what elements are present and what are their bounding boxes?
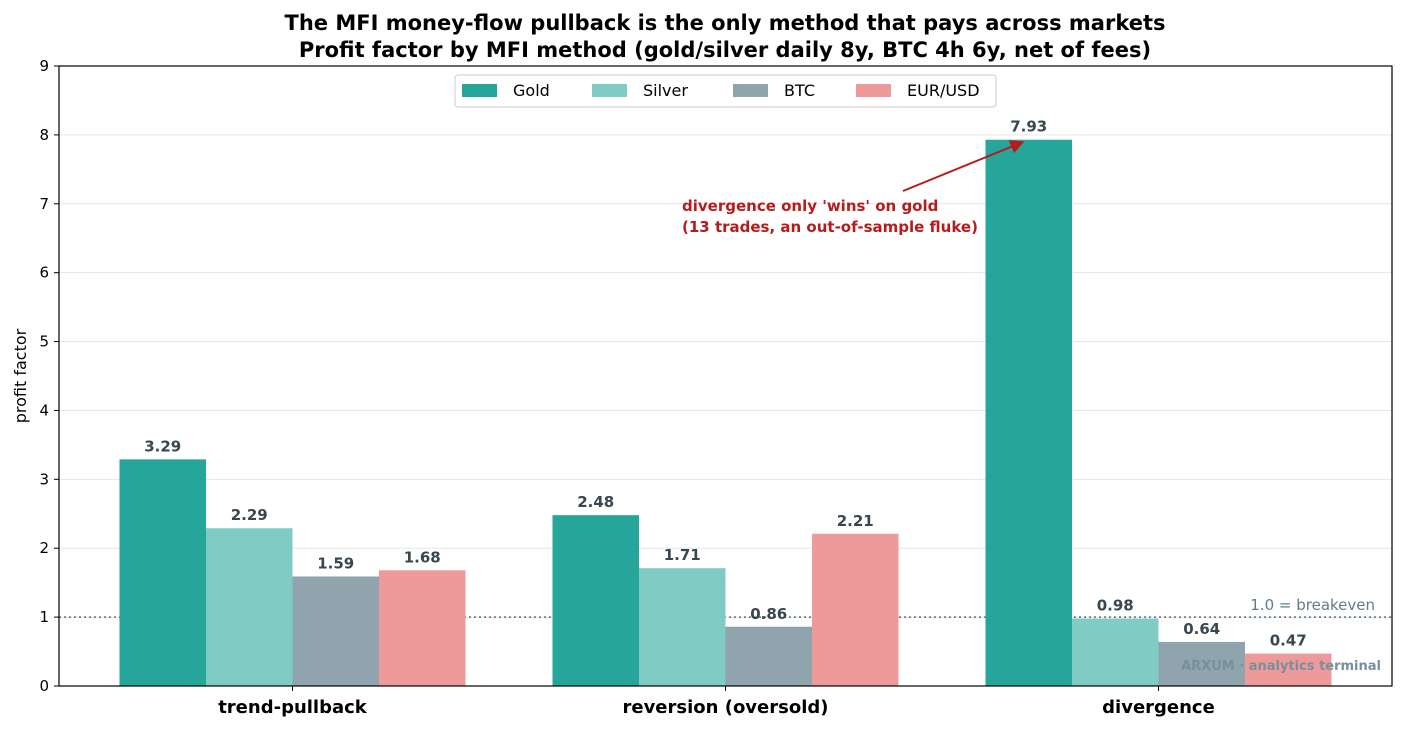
y-tick-label: 0 [39, 677, 49, 695]
annotation-text: (13 trades, an out-of-sample fluke) [682, 218, 978, 236]
y-axis-label: profit factor [11, 328, 30, 423]
chart-title-group: The MFI money-flow pullback is the only … [285, 11, 1166, 62]
y-tick-label: 3 [39, 470, 49, 488]
watermark: ARXUM · analytics terminal [1181, 659, 1381, 674]
bar [1072, 618, 1159, 686]
bar [292, 576, 379, 686]
bar-value-label: 1.68 [404, 548, 441, 566]
bar [119, 459, 206, 686]
annotation: divergence only 'wins' on gold (13 trades… [682, 140, 1025, 236]
legend-swatch [733, 84, 768, 97]
bar [1158, 641, 1245, 686]
bar [985, 139, 1072, 686]
value-labels: 3.29 2.48 7.93 2.29 1.71 0.98 1.59 0.86 0.64 1.68… [144, 118, 1307, 650]
y-axis-ticks: 0 1 2 3 4 5 6 7 8 9 [39, 57, 59, 695]
annotation-text: divergence only 'wins' on gold [682, 197, 938, 215]
annotation-arrow [902, 140, 1025, 192]
bar-value-label: 0.86 [750, 605, 787, 623]
bar-value-label: 7.93 [1010, 118, 1047, 136]
bar-value-label: 2.21 [837, 512, 874, 530]
y-tick-label: 4 [39, 401, 49, 419]
y-tick-label: 2 [39, 539, 49, 557]
legend-swatch [462, 84, 497, 97]
y-tick-label: 7 [39, 195, 49, 213]
legend-label: EUR/USD [907, 81, 980, 100]
bar [1245, 653, 1332, 686]
bar-value-label: 2.48 [577, 493, 614, 511]
legend-label: Gold [513, 81, 550, 100]
y-tick-label: 9 [39, 57, 49, 75]
bar-value-label: 1.71 [664, 546, 701, 564]
y-tick-label: 5 [39, 333, 49, 351]
bar [812, 533, 899, 686]
bar-value-label: 0.98 [1097, 596, 1134, 614]
bar [206, 528, 293, 686]
bar [552, 515, 639, 686]
y-tick-label: 1 [39, 608, 49, 626]
legend-swatch [592, 84, 627, 97]
legend-box [454, 74, 997, 108]
chart-title: The MFI money-flow pullback is the only … [285, 11, 1166, 35]
legend-label: Silver [643, 81, 688, 100]
legend-swatch [856, 84, 891, 97]
bar-value-label: 0.64 [1183, 620, 1220, 638]
breakeven-label: 1.0 = breakeven [1250, 596, 1375, 614]
x-category-label: divergence [1102, 697, 1215, 718]
bars [119, 139, 1332, 686]
legend: Gold Silver BTC EUR/USD [454, 74, 997, 108]
bar-value-label: 0.47 [1270, 632, 1307, 650]
bar-value-label: 2.29 [231, 506, 268, 524]
x-category-label: reversion (oversold) [622, 697, 828, 718]
bar [379, 570, 466, 686]
bar [725, 626, 812, 686]
x-axis-categories: trend-pullback reversion (oversold) diverg… [218, 686, 1215, 718]
x-category-label: trend-pullback [218, 697, 368, 718]
bar [639, 568, 726, 686]
bar-value-label: 1.59 [317, 554, 354, 572]
y-tick-label: 8 [39, 126, 49, 144]
bar-value-label: 3.29 [144, 437, 181, 455]
chart-subtitle: Profit factor by MFI method (gold/silver… [299, 38, 1151, 62]
y-tick-label: 6 [39, 264, 49, 282]
legend-label: BTC [784, 81, 815, 100]
